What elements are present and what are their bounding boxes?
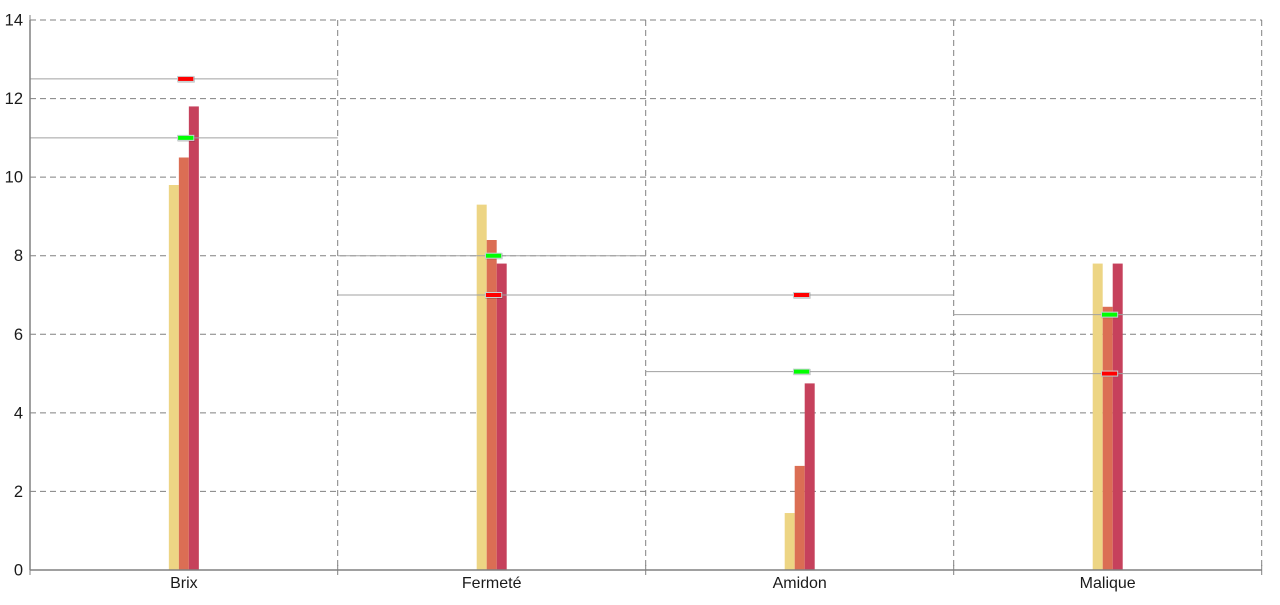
svg-text:0: 0 — [14, 562, 23, 580]
svg-text:Brix: Brix — [170, 575, 198, 592]
svg-text:8: 8 — [14, 247, 23, 265]
svg-text:14: 14 — [5, 12, 23, 30]
svg-text:12: 12 — [5, 90, 23, 108]
svg-text:Malique: Malique — [1080, 575, 1136, 592]
svg-text:Amidon: Amidon — [773, 575, 827, 592]
svg-text:2: 2 — [14, 483, 23, 501]
svg-text:10: 10 — [5, 169, 23, 187]
svg-text:Fermeté: Fermeté — [462, 575, 522, 592]
svg-text:6: 6 — [14, 326, 23, 344]
svg-text:4: 4 — [14, 404, 23, 422]
